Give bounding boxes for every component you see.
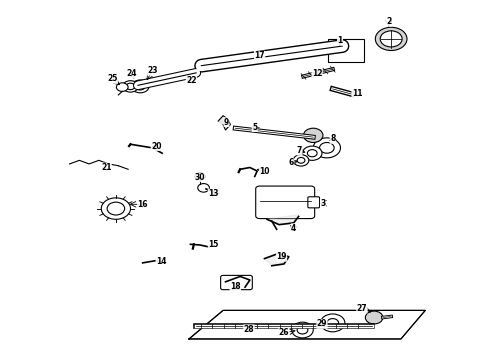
Text: 24: 24 (127, 69, 137, 78)
Text: 6: 6 (289, 158, 294, 167)
FancyBboxPatch shape (220, 275, 252, 290)
Polygon shape (218, 116, 230, 130)
FancyBboxPatch shape (256, 186, 315, 219)
Circle shape (297, 326, 308, 334)
Text: 17: 17 (254, 51, 265, 60)
Circle shape (122, 81, 138, 92)
Circle shape (107, 202, 124, 215)
Text: 7: 7 (297, 146, 302, 155)
Text: 4: 4 (291, 224, 296, 233)
Text: 26: 26 (279, 328, 289, 337)
Text: 20: 20 (151, 141, 162, 150)
Text: 22: 22 (186, 76, 196, 85)
Text: 2: 2 (386, 17, 392, 26)
Bar (328, 39, 365, 62)
Text: 25: 25 (107, 75, 118, 84)
Circle shape (297, 157, 305, 163)
Circle shape (135, 83, 145, 90)
Text: 14: 14 (156, 257, 167, 266)
Circle shape (303, 128, 323, 143)
Text: 23: 23 (147, 66, 158, 75)
Text: 5: 5 (252, 123, 257, 132)
Text: 21: 21 (101, 163, 111, 172)
Text: 18: 18 (230, 282, 241, 291)
Circle shape (131, 80, 149, 93)
Text: 3: 3 (320, 199, 325, 208)
Text: 16: 16 (137, 200, 148, 209)
Circle shape (307, 150, 317, 157)
Text: 19: 19 (276, 252, 287, 261)
Circle shape (313, 138, 341, 158)
Circle shape (320, 314, 345, 332)
Text: 10: 10 (259, 167, 270, 176)
Polygon shape (267, 215, 298, 225)
Text: 8: 8 (330, 134, 335, 143)
Text: 9: 9 (224, 118, 229, 127)
Circle shape (319, 143, 334, 153)
Circle shape (302, 146, 322, 160)
Ellipse shape (380, 31, 402, 47)
Text: 11: 11 (352, 89, 362, 98)
Text: 28: 28 (244, 325, 254, 334)
Polygon shape (189, 310, 425, 339)
Ellipse shape (375, 27, 407, 50)
Circle shape (198, 184, 209, 192)
Circle shape (293, 155, 309, 166)
Text: 30: 30 (195, 173, 205, 182)
Circle shape (101, 198, 130, 219)
Circle shape (327, 319, 339, 327)
Text: 13: 13 (208, 189, 219, 198)
Text: 12: 12 (312, 69, 322, 78)
Circle shape (196, 173, 205, 180)
Text: 27: 27 (357, 304, 367, 313)
Circle shape (116, 83, 128, 91)
Circle shape (366, 311, 383, 324)
Text: 1: 1 (338, 36, 343, 45)
Circle shape (126, 83, 135, 90)
Bar (328, 39, 365, 62)
Circle shape (292, 322, 313, 338)
Polygon shape (265, 253, 289, 266)
Text: 29: 29 (317, 319, 327, 328)
Text: 15: 15 (208, 240, 219, 249)
FancyBboxPatch shape (308, 197, 319, 208)
